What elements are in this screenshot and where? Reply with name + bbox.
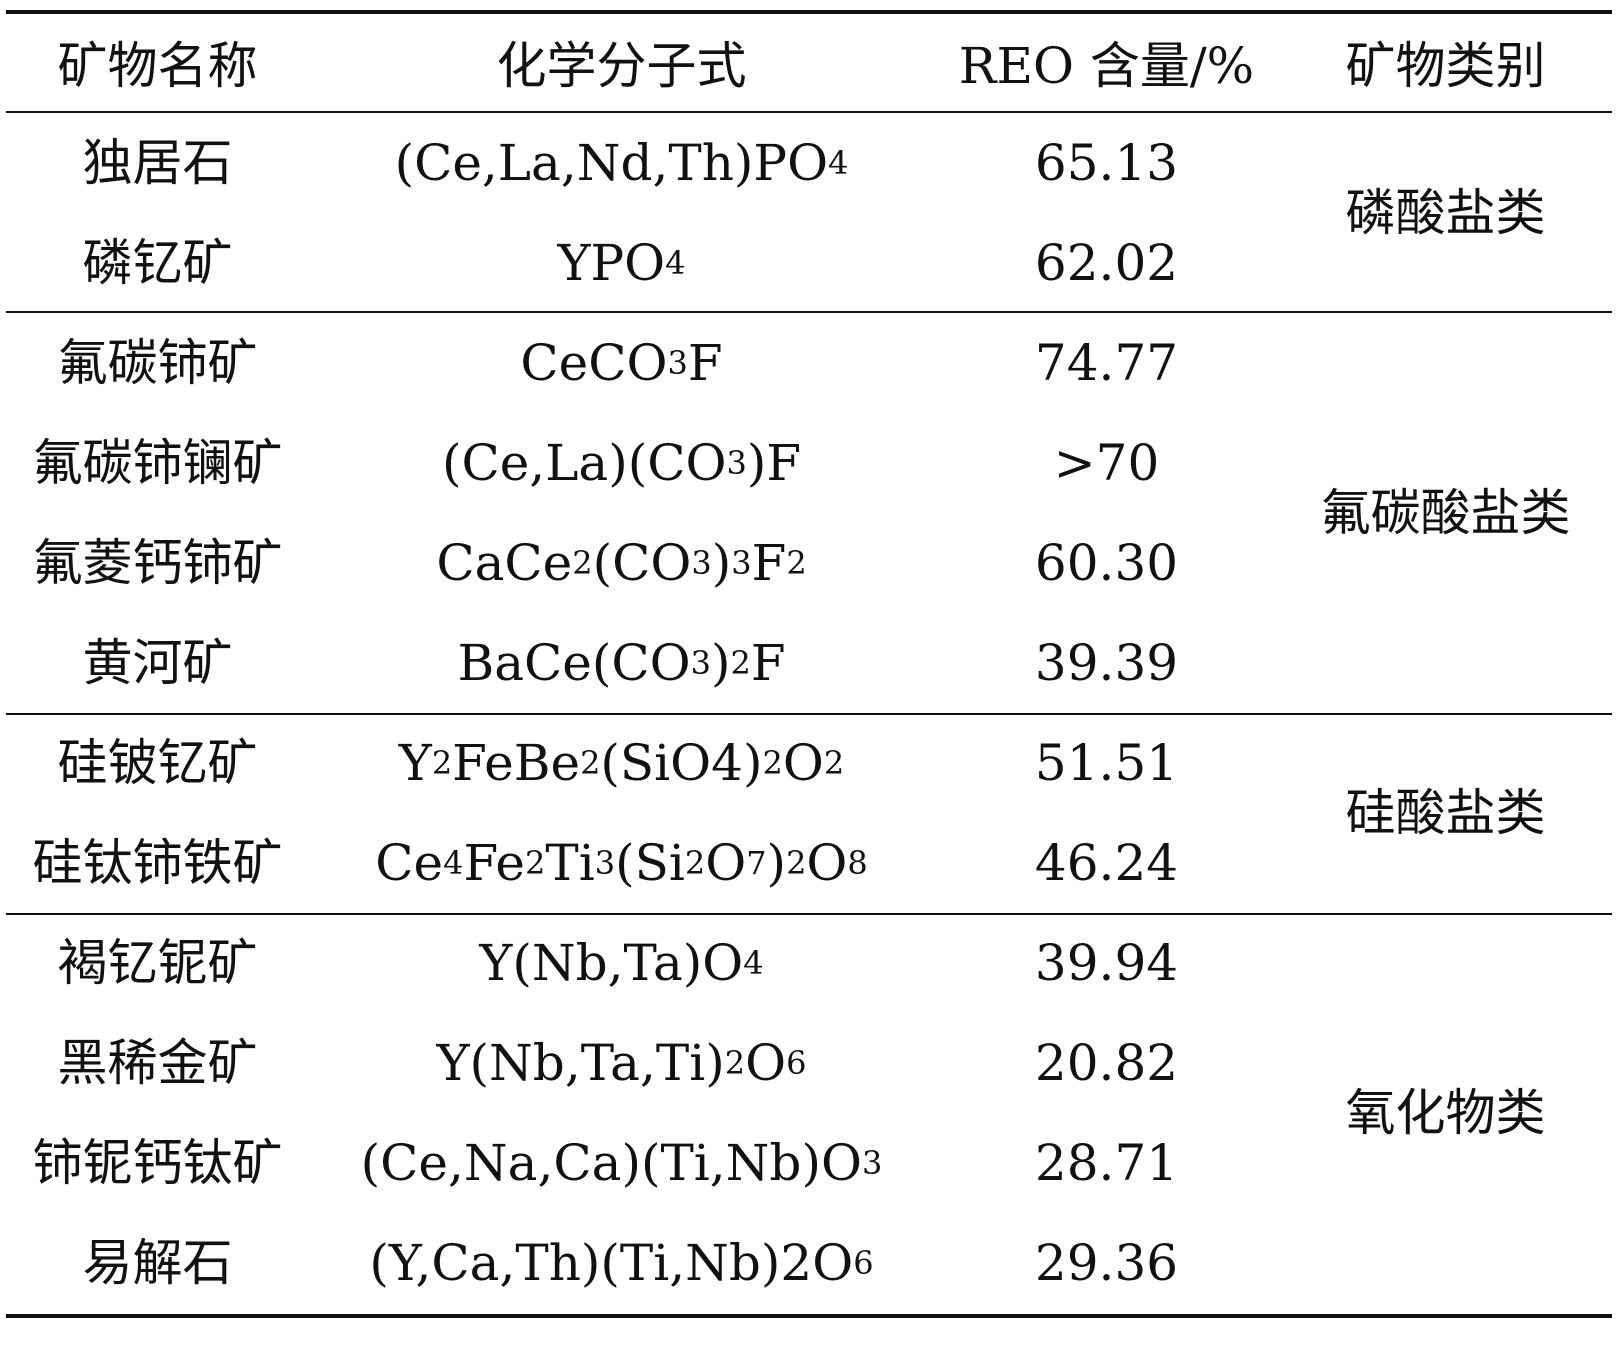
formula-text: CeCO [520,334,668,392]
group-divider-1 [6,311,1612,313]
mineral-name-cell: 氟菱钙铈矿 [32,534,283,592]
table-bottom-rule [6,1314,1612,1318]
reo-content-cell: 51.51 [1034,734,1179,792]
formula-text: F [751,534,787,592]
chemical-formula-cell: (Ce,Na,Ca)(Ti,Nb)O 3 [360,1134,883,1192]
formula-text: Y(Nb,Ta,Ti) [436,1034,725,1092]
mineral-name-cell: 硅钛铈铁矿 [32,834,283,892]
formula-text: BaCe(CO [457,634,691,692]
chemical-formula-cell: CeCO 3 F [520,334,723,392]
reo-content-cell: 46.24 [1034,834,1179,892]
header-chemical-formula: 化学分子式 [496,37,747,95]
formula-text: (SiO4) [600,734,763,792]
mineral-name-cell: 独居石 [82,134,233,192]
formula-text: Y [398,734,432,792]
formula-text: CaCe [436,534,573,592]
formula-text: YPO [557,234,666,292]
formula-text: O [705,834,747,892]
formula-text: Y(Nb,Ta)O [479,934,744,992]
chemical-formula-cell: Ce 4 Fe 2 Ti 3 (Si 2 O 7) 2 O 8 [375,834,868,892]
chemical-formula-cell: (Y,Ca,Th)(Ti,Nb)2O 6 [369,1234,874,1292]
mineral-category-cell: 氟碳酸盐类 [1320,484,1571,542]
formula-text: (Ce,Na,Ca)(Ti,Nb)O [360,1134,862,1192]
chemical-formula-cell: Y(Nb,Ta)O 4 [479,934,764,992]
formula-text: Ce [375,834,444,892]
chemical-formula-cell: BaCe(CO 3) 2 F [457,634,786,692]
mineral-name-cell: 易解石 [82,1234,233,1292]
reo-content-cell: >70 [1053,434,1160,492]
mineral-name-cell: 硅铍钇矿 [57,734,258,792]
chemical-formula-cell: CaCe 2 (CO 3) 3 F 2 [436,534,807,592]
formula-text: ) [766,834,787,892]
reo-content-cell: 28.71 [1034,1134,1179,1192]
group-divider-3 [6,913,1612,915]
chemical-formula-cell: (Ce,La,Nd,Th)PO 4 [394,134,849,192]
formula-text: (Ce,La)(CO [441,434,727,492]
formula-text: (Si [615,834,685,892]
header-mineral-category: 矿物类别 [1345,37,1546,95]
chemical-formula-cell: YPO 4 [557,234,686,292]
mineral-name-cell: 氟碳铈镧矿 [32,434,283,492]
formula-text: Fe [463,834,525,892]
mineral-name-cell: 黑稀金矿 [57,1034,258,1092]
reo-content-cell: 62.02 [1034,234,1179,292]
formula-text: )F [746,434,802,492]
chemical-formula-cell: (Ce,La)(CO 3)F [441,434,802,492]
mineral-category-cell: 氧化物类 [1345,1084,1546,1142]
formula-text: ) [710,634,731,692]
reo-content-cell: 60.30 [1034,534,1179,592]
reo-content-cell: 29.36 [1034,1234,1179,1292]
mineral-name-cell: 氟碳铈矿 [57,334,258,392]
formula-text: F [687,334,723,392]
formula-text: (Y,Ca,Th)(Ti,Nb)2O [369,1234,854,1292]
group-divider-2 [6,713,1612,715]
mineral-name-cell: 黄河矿 [82,634,233,692]
formula-text: ) [711,534,732,592]
mineral-name-cell: 铈铌钙钛矿 [32,1134,283,1192]
header-mineral-name: 矿物名称 [57,37,258,95]
formula-text: O [782,734,824,792]
reo-content-cell: 20.82 [1034,1034,1179,1092]
mineral-category-cell: 磷酸盐类 [1345,184,1546,242]
reo-content-cell: 39.94 [1034,934,1179,992]
formula-text: F [750,634,786,692]
formula-text: O [745,1034,787,1092]
mineral-name-cell: 褐钇铌矿 [57,934,258,992]
formula-text: Ti [545,834,595,892]
header-bottom-rule [6,111,1612,113]
formula-text: O [806,834,848,892]
reo-content-cell: 65.13 [1034,134,1179,192]
formula-text: (Ce,La,Nd,Th)PO [394,134,829,192]
table-top-rule [6,10,1612,14]
header-reo-content: REO 含量/% [958,37,1255,95]
reo-content-cell: 39.39 [1034,634,1179,692]
chemical-formula-cell: Y(Nb,Ta,Ti) 2 O 6 [436,1034,807,1092]
reo-content-cell: 74.77 [1034,334,1179,392]
chemical-formula-cell: Y 2 FeBe 2 (SiO4) 2 O 2 [398,734,845,792]
formula-text: (CO [592,534,692,592]
mineral-category-cell: 硅酸盐类 [1345,784,1546,842]
mineral-name-cell: 磷钇矿 [82,234,233,292]
formula-text: FeBe [452,734,581,792]
